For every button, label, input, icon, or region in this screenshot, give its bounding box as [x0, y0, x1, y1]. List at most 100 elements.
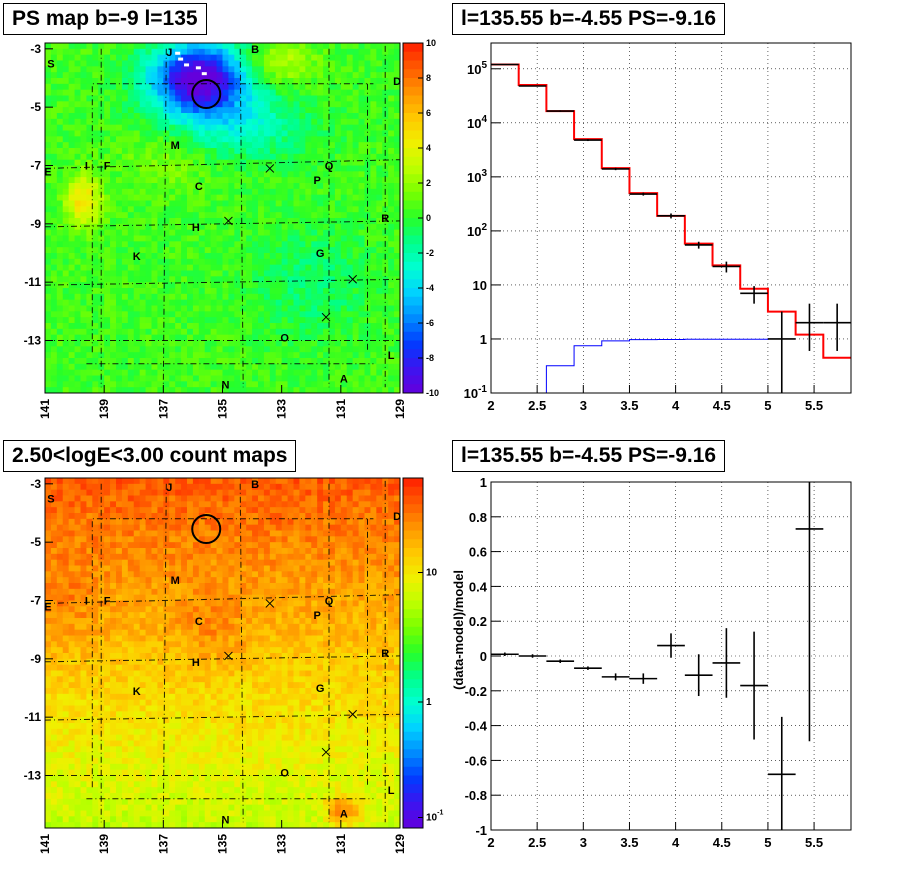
heatmap-cell [269, 66, 277, 73]
heatmap-cell [370, 288, 377, 295]
heatmap-cell [145, 501, 152, 508]
heatmap-cell [222, 124, 229, 131]
heatmap-cell [263, 60, 271, 67]
heatmap-cell [210, 229, 217, 236]
heatmap-cell [121, 375, 129, 382]
heatmap-cell [98, 171, 105, 178]
heatmap-cell [74, 606, 81, 613]
heatmap-cell [263, 276, 271, 283]
heatmap-cell [346, 264, 354, 271]
heatmap-cell [133, 153, 141, 161]
heatmap-cell [151, 124, 158, 131]
heatmap-cell [340, 328, 348, 336]
heatmap-cell [240, 153, 247, 161]
heatmap-cell [364, 78, 371, 85]
heatmap-cell [222, 165, 229, 172]
heatmap-cell [127, 728, 135, 736]
colorbar-swatch [403, 69, 423, 79]
heatmap-cell [110, 78, 117, 85]
heatmap-cell [56, 387, 64, 394]
heatmap-cell [151, 635, 158, 642]
heatmap-cell [45, 518, 52, 526]
heatmap-cell [116, 288, 123, 295]
heatmap-cell [317, 200, 324, 207]
heatmap-cell [116, 507, 123, 514]
heatmap-cell [50, 148, 58, 155]
heatmap-cell [80, 740, 87, 747]
heatmap-cell [157, 507, 164, 514]
heatmap-cell [358, 253, 365, 260]
heatmap-cell [305, 218, 312, 225]
heatmap-cell [92, 212, 99, 219]
heatmap-cell [68, 688, 75, 695]
heatmap-cell [334, 229, 342, 236]
heatmap-cell [169, 346, 176, 353]
heatmap-cell [92, 723, 99, 730]
heatmap-cell [234, 177, 241, 184]
heatmap-cell [68, 548, 75, 555]
heatmap-cell [275, 95, 283, 102]
heatmap-cell [50, 571, 58, 578]
heatmap-cell [92, 594, 99, 601]
heatmap-cell [376, 212, 383, 219]
heatmap-cell [192, 159, 200, 166]
heatmap-cell [394, 54, 401, 61]
heatmap-cell [192, 229, 200, 236]
heatmap-cell [151, 787, 158, 794]
heatmap-cell [116, 495, 123, 502]
heatmap-cell [305, 60, 312, 67]
heatmap-cell [104, 623, 111, 631]
heatmap-cell [62, 647, 70, 654]
heatmap-cell [181, 288, 188, 295]
heatmap-cell [175, 83, 182, 91]
heatmap-cell [157, 612, 164, 619]
heatmap-cell [116, 142, 123, 149]
heatmap-cell [175, 206, 182, 213]
heatmap-cell [45, 83, 52, 91]
heatmap-cell [299, 136, 306, 143]
heatmap-cell [228, 107, 235, 114]
heatmap-cell [86, 235, 93, 242]
heatmap-cell [68, 212, 75, 219]
heatmap-cell [121, 89, 129, 96]
heatmap-cell [293, 89, 300, 96]
heatmap-cell [376, 328, 383, 336]
y-tick-label: -13 [24, 334, 42, 348]
heatmap-cell [110, 653, 117, 660]
heatmap-cell [263, 264, 271, 271]
heatmap-cell [139, 728, 146, 736]
heatmap-cell [80, 200, 87, 207]
heatmap-cell [56, 83, 64, 91]
heatmap-cell [45, 241, 52, 248]
heatmap-cell [157, 658, 164, 666]
heatmap-cell [370, 282, 377, 289]
heatmap-cell [80, 165, 87, 172]
heatmap-cell [175, 241, 182, 248]
heatmap-cell [151, 264, 158, 271]
heatmap-cell [340, 381, 348, 388]
heatmap-cell [269, 60, 277, 67]
heatmap-cell [151, 507, 158, 514]
heatmap-cell [62, 358, 70, 365]
heatmap-cell [157, 693, 164, 701]
heatmap-cell [169, 369, 176, 376]
heatmap-cell [352, 118, 359, 126]
heatmap-cell [364, 247, 371, 254]
heatmap-cell [56, 641, 64, 648]
heatmap-cell [376, 89, 383, 96]
heatmap-cell [121, 507, 129, 514]
heatmap-cell [329, 200, 336, 207]
heatmap-cell [86, 641, 93, 648]
heatmap-cell [74, 763, 81, 771]
heatmap-cell [258, 363, 265, 371]
heatmap-cell [50, 536, 58, 543]
heatmap-cell [269, 165, 277, 172]
heatmap-cell [169, 200, 176, 207]
heatmap-cell [45, 159, 52, 166]
heatmap-cell [364, 387, 371, 394]
heatmap-cell [45, 375, 52, 382]
heatmap-cell [346, 136, 354, 143]
heatmap-cell [151, 653, 158, 660]
heatmap-cell [287, 369, 294, 376]
heatmap-cell [269, 48, 277, 56]
